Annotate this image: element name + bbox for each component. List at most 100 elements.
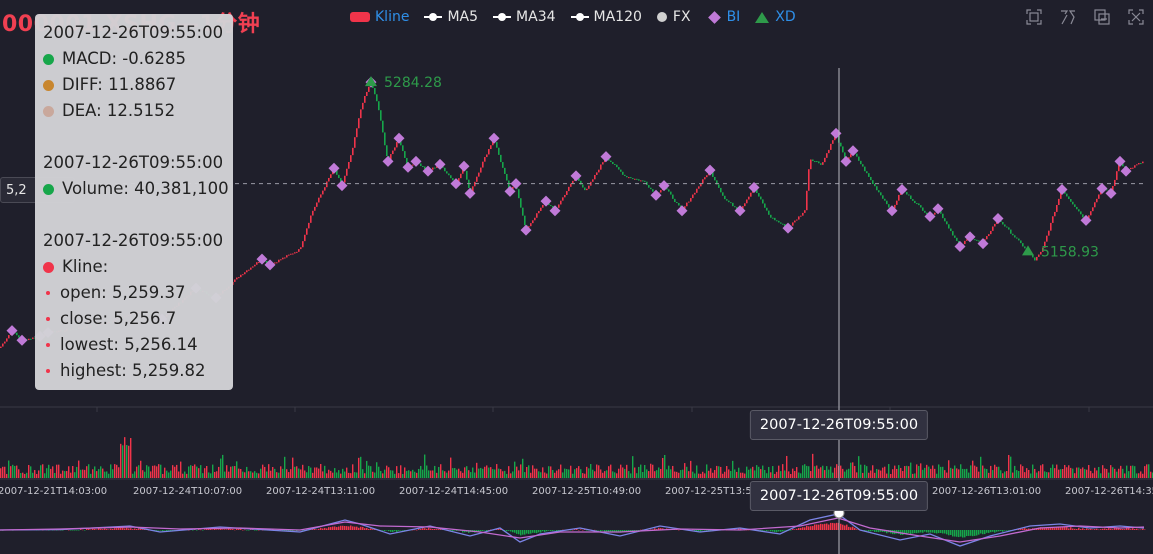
legend-label: XD [775, 9, 796, 25]
legend-item-ma34[interactable]: MA34 [493, 9, 556, 25]
volume-bar [526, 467, 528, 478]
candle [412, 164, 414, 166]
candle [770, 214, 772, 218]
volume-bar [902, 471, 904, 478]
macd-bar [238, 528, 240, 530]
macd-bar [866, 530, 868, 531]
macd-bar [530, 530, 532, 534]
legend-item-fx[interactable]: FX [656, 9, 691, 25]
macd-bar [1068, 528, 1070, 530]
macd-bar [948, 530, 950, 536]
candle [1016, 237, 1018, 239]
volume-bar [956, 468, 958, 478]
macd-bar [1114, 527, 1116, 530]
candle [322, 190, 324, 195]
candle [616, 164, 618, 168]
macd-bar [604, 530, 606, 532]
volume-bar [846, 469, 848, 478]
macd-bar [136, 528, 138, 530]
volume-bar [516, 466, 518, 478]
volume-bar [160, 464, 162, 478]
zoom-reset-icon[interactable] [1059, 8, 1077, 26]
volume-bar [274, 468, 276, 478]
volume-bar [316, 467, 318, 478]
candle [0, 346, 2, 348]
volume-bar [766, 473, 768, 478]
toolbox [1009, 8, 1145, 26]
macd-bar [490, 529, 492, 531]
volume-bar [748, 469, 750, 478]
candle [246, 270, 248, 273]
candle [1012, 233, 1014, 236]
volume-bar [220, 458, 222, 478]
candle [588, 185, 590, 189]
volume-bar [212, 464, 214, 478]
zoom-icon[interactable] [1025, 8, 1043, 26]
volume-bar [800, 473, 802, 478]
volume-bar [244, 472, 246, 478]
macd-bar [832, 522, 834, 530]
volume-bar [448, 470, 450, 478]
candle [358, 118, 360, 129]
volume-bar [884, 466, 886, 478]
candle [592, 179, 594, 182]
volume-bar [180, 461, 182, 478]
macd-bar [846, 524, 848, 530]
volume-bar [326, 473, 328, 478]
candle [294, 252, 296, 254]
macd-bar [402, 530, 404, 531]
macd-bar [242, 529, 244, 531]
legend-item-ma5[interactable]: MA5 [424, 9, 478, 25]
restore-icon[interactable] [1093, 8, 1111, 26]
macd-bar [968, 530, 970, 536]
macd-bar [650, 529, 652, 530]
legend-item-bi[interactable]: BI [706, 9, 740, 25]
macd-bar [164, 530, 166, 531]
candle [794, 220, 796, 223]
legend-item-xd[interactable]: XD [755, 9, 796, 25]
macd-bar [122, 527, 124, 530]
candle [736, 207, 738, 210]
macd-bar [400, 530, 402, 531]
candle [698, 186, 700, 189]
bi-point [549, 205, 561, 217]
macd-bar [362, 526, 364, 530]
candle [396, 142, 398, 148]
volume-bar [1114, 468, 1116, 478]
candle [1048, 230, 1050, 236]
volume-bar [278, 472, 280, 478]
macd-bar [258, 529, 260, 531]
candle [444, 167, 446, 172]
macd-bar [1052, 527, 1054, 530]
volume-bar [728, 469, 730, 478]
legend-item-kline[interactable]: Kline [350, 9, 409, 25]
tooltip-dea-value: DEA: 12.5152 [62, 101, 176, 120]
volume-bar [10, 466, 12, 478]
macd-bar [790, 530, 792, 531]
legend-item-ma120[interactable]: MA120 [570, 9, 642, 25]
macd-bar [540, 530, 542, 533]
volume-bar [860, 464, 862, 478]
macd-bar [848, 526, 850, 530]
candle [944, 218, 946, 222]
volume-bar [698, 473, 700, 478]
candle [964, 240, 966, 245]
save-image-icon[interactable] [1127, 8, 1145, 26]
volume-bar [476, 462, 478, 478]
volume-bar [810, 471, 812, 478]
volume-bar [628, 471, 630, 478]
volume-bar [162, 473, 164, 478]
candle [750, 192, 752, 197]
macd-bar [112, 528, 114, 530]
volume-bar [398, 473, 400, 478]
volume-bar [854, 465, 856, 478]
legend-label: MA34 [516, 9, 556, 25]
candle [1082, 214, 1084, 218]
volume-bar [652, 464, 654, 478]
volume-bar [432, 470, 434, 478]
volume-bar [116, 464, 118, 478]
macd-bar [598, 530, 600, 531]
volume-bar [720, 466, 722, 478]
candle [462, 167, 464, 174]
